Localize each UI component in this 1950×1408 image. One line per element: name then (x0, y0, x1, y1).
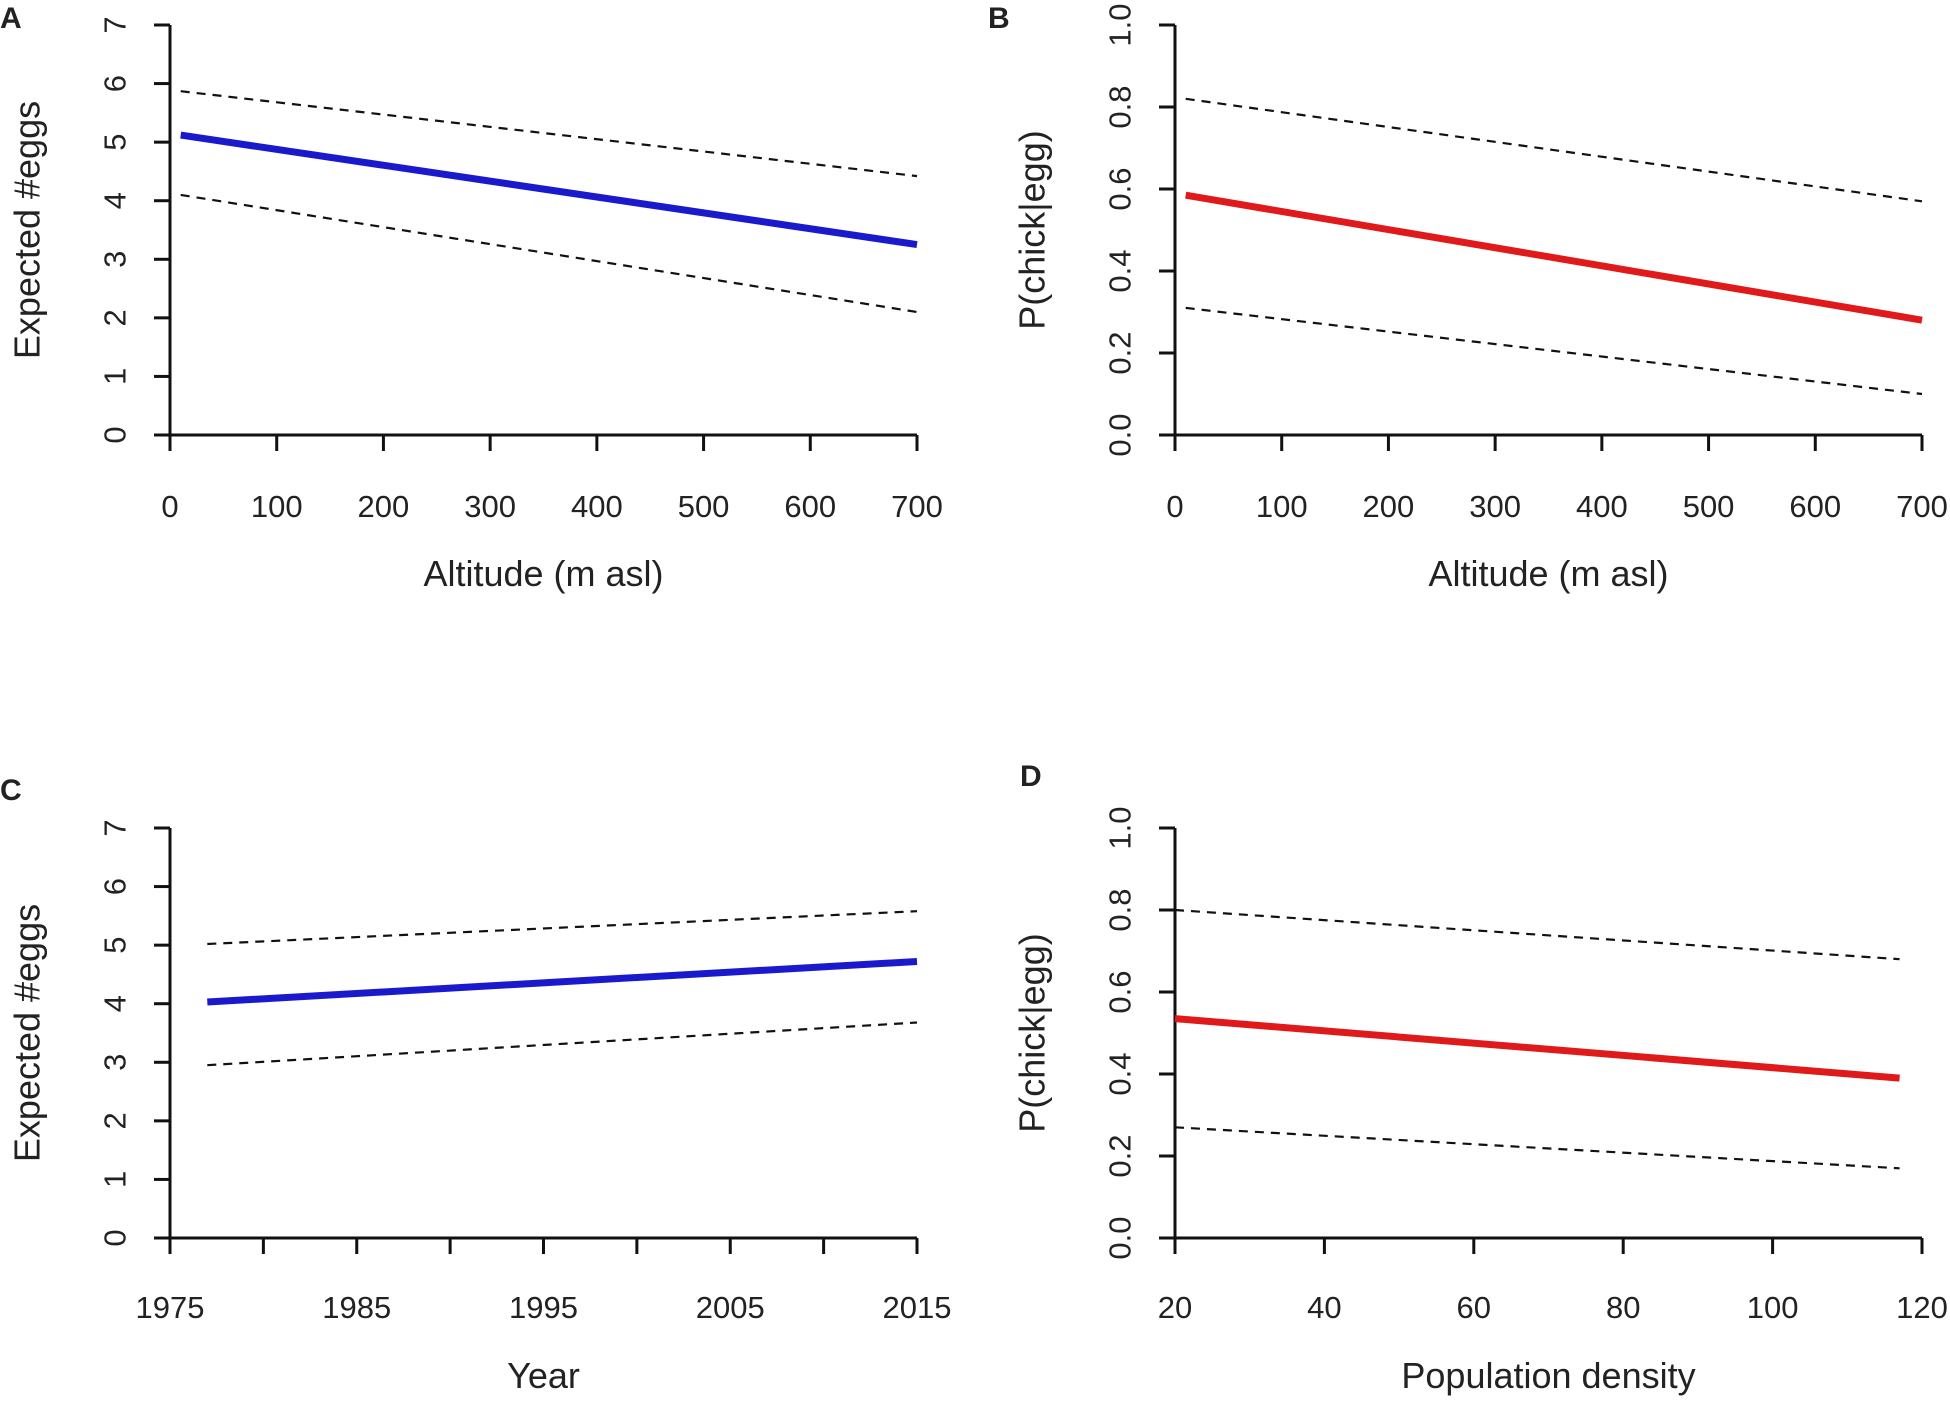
y-tick-label: 0.2 (1103, 1134, 1138, 1177)
upper-ci-line (1174, 908, 1900, 961)
x-axis-title: Population density (1401, 1355, 1695, 1396)
y-tick-label: 4 (98, 995, 133, 1012)
panel-a: A 0 100 200 300 400 500 600 700 0 1 2 3 4 5 6 7 Altitude … (0, 2, 943, 594)
x-tick-label: 2015 (883, 1290, 952, 1325)
y-tick-label: 1.0 (1103, 3, 1138, 46)
upper-ci-line (207, 910, 918, 946)
y-tick-label: 0 (98, 426, 133, 443)
x-axis-title: Altitude (m asl) (423, 553, 663, 594)
panel-d: D 20 40 60 80 100 120 0.0 0.2 0.4 0.6 0.8 1.0 Populat… (1012, 760, 1948, 1396)
y-tick-label: 0.0 (1103, 413, 1138, 456)
y-tick-label: 0.2 (1103, 331, 1138, 374)
x-tick-label: 0 (161, 489, 178, 524)
x-tick-label: 200 (358, 489, 410, 524)
x-tick-label: 500 (678, 489, 730, 524)
y-axis-title: Expected #eggs (7, 904, 48, 1162)
x-tick-label: 300 (1469, 489, 1521, 524)
x-tick-label: 0 (1166, 489, 1183, 524)
y-tick-label: 6 (98, 75, 133, 92)
x-axis-title: Altitude (m asl) (1428, 553, 1668, 594)
y-axis-title: Expected #eggs (7, 101, 48, 359)
y-tick-label: 0.4 (1103, 1052, 1138, 1095)
y-tick-label: 0.6 (1103, 970, 1138, 1013)
x-tick-label: 100 (1747, 1290, 1799, 1325)
x-tick-label: 700 (891, 489, 943, 524)
x-tick-label: 400 (1576, 489, 1628, 524)
x-tick-label: 400 (571, 489, 623, 524)
estimate-line (180, 131, 918, 249)
y-tick-label: 3 (98, 1054, 133, 1071)
y-tick-label: 7 (98, 819, 133, 836)
x-axis-title: Year (507, 1355, 580, 1396)
estimate-line (1185, 191, 1923, 324)
x-tick-label: 600 (784, 489, 836, 524)
lower-ci-line (180, 193, 918, 314)
y-tick-label: 4 (98, 192, 133, 209)
y-tick-label: 0.6 (1103, 167, 1138, 210)
x-tick-label: 60 (1457, 1290, 1491, 1325)
x-tick-label: 1995 (509, 1290, 578, 1325)
panel-letter-d: D (1020, 760, 1042, 793)
y-tick-label: 3 (98, 251, 133, 268)
x-tick-label: 1985 (322, 1290, 391, 1325)
estimate-line (207, 958, 918, 1006)
x-tick-label: 200 (1363, 489, 1415, 524)
x-tick-label: 300 (464, 489, 516, 524)
x-tick-label: 80 (1606, 1290, 1640, 1325)
y-tick-label: 0.0 (1103, 1216, 1138, 1259)
panel-letter-c: C (0, 774, 22, 807)
upper-ci-line (1185, 97, 1923, 203)
y-tick-label: 0.8 (1103, 85, 1138, 128)
lower-ci-line (1185, 306, 1923, 396)
panel-letter-b: B (988, 2, 1010, 35)
estimate-line (1174, 1015, 1900, 1082)
x-tick-label: 700 (1896, 489, 1948, 524)
y-tick-label: 0 (98, 1229, 133, 1246)
x-tick-label: 40 (1307, 1290, 1341, 1325)
panel-c: C 1975 1985 1995 2005 2015 0 1 2 3 4 5 6 7 Year Expecte… (0, 774, 951, 1396)
x-tick-label: 20 (1158, 1290, 1192, 1325)
y-tick-label: 5 (98, 134, 133, 151)
y-tick-label: 0.8 (1103, 888, 1138, 931)
y-axis-title: P(chick|egg) (1012, 933, 1053, 1132)
y-tick-label: 5 (98, 937, 133, 954)
y-tick-label: 2 (98, 309, 133, 326)
x-tick-label: 600 (1789, 489, 1841, 524)
y-tick-label: 2 (98, 1112, 133, 1129)
y-tick-label: 1.0 (1103, 806, 1138, 849)
y-axis-title: P(chick|egg) (1012, 130, 1053, 329)
y-tick-label: 1 (98, 368, 133, 385)
x-tick-label: 1975 (136, 1290, 205, 1325)
y-tick-label: 6 (98, 878, 133, 895)
y-tick-label: 7 (98, 16, 133, 33)
panel-b: B 0 100 200 300 400 500 600 700 0.0 0.2 0.4 0.6 0.8 1.… (988, 2, 1948, 594)
upper-ci-line (180, 90, 918, 178)
y-tick-label: 0.4 (1103, 249, 1138, 292)
x-tick-label: 100 (1256, 489, 1308, 524)
x-tick-label: 120 (1896, 1290, 1948, 1325)
x-tick-label: 100 (251, 489, 303, 524)
lower-ci-line (207, 1021, 918, 1067)
y-tick-label: 1 (98, 1171, 133, 1188)
panel-letter-a: A (0, 2, 22, 35)
lower-ci-line (1174, 1126, 1900, 1170)
x-tick-label: 500 (1683, 489, 1735, 524)
x-tick-label: 2005 (696, 1290, 765, 1325)
